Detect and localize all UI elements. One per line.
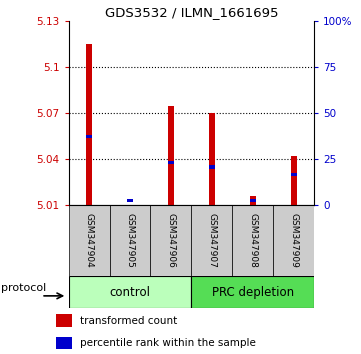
Bar <box>249 199 256 202</box>
Bar <box>291 156 297 205</box>
Text: GSM347909: GSM347909 <box>289 213 298 268</box>
Bar <box>56 314 71 327</box>
Bar <box>151 205 191 276</box>
Bar <box>232 205 273 276</box>
Text: GSM347905: GSM347905 <box>126 213 134 268</box>
Text: GSM347904: GSM347904 <box>84 213 93 268</box>
Bar <box>168 105 174 205</box>
Bar <box>209 165 215 169</box>
Text: transformed count: transformed count <box>79 316 177 326</box>
Text: percentile rank within the sample: percentile rank within the sample <box>79 338 255 348</box>
Bar <box>109 205 151 276</box>
Bar <box>56 337 71 349</box>
Text: PRC depletion: PRC depletion <box>212 286 294 298</box>
Bar <box>69 205 109 276</box>
Text: GSM347906: GSM347906 <box>166 213 175 268</box>
Bar <box>191 276 314 308</box>
Bar <box>127 199 133 202</box>
Bar <box>168 161 174 164</box>
Text: GSM347908: GSM347908 <box>248 213 257 268</box>
Bar <box>273 205 314 276</box>
Bar <box>191 205 232 276</box>
Bar <box>86 44 92 205</box>
Bar <box>291 173 297 176</box>
Text: GSM347907: GSM347907 <box>207 213 216 268</box>
Text: control: control <box>109 286 151 298</box>
Bar <box>86 135 92 138</box>
Title: GDS3532 / ILMN_1661695: GDS3532 / ILMN_1661695 <box>105 6 278 19</box>
Bar <box>209 113 215 205</box>
Text: protocol: protocol <box>1 283 47 293</box>
Bar <box>249 196 256 205</box>
Bar <box>69 276 191 308</box>
